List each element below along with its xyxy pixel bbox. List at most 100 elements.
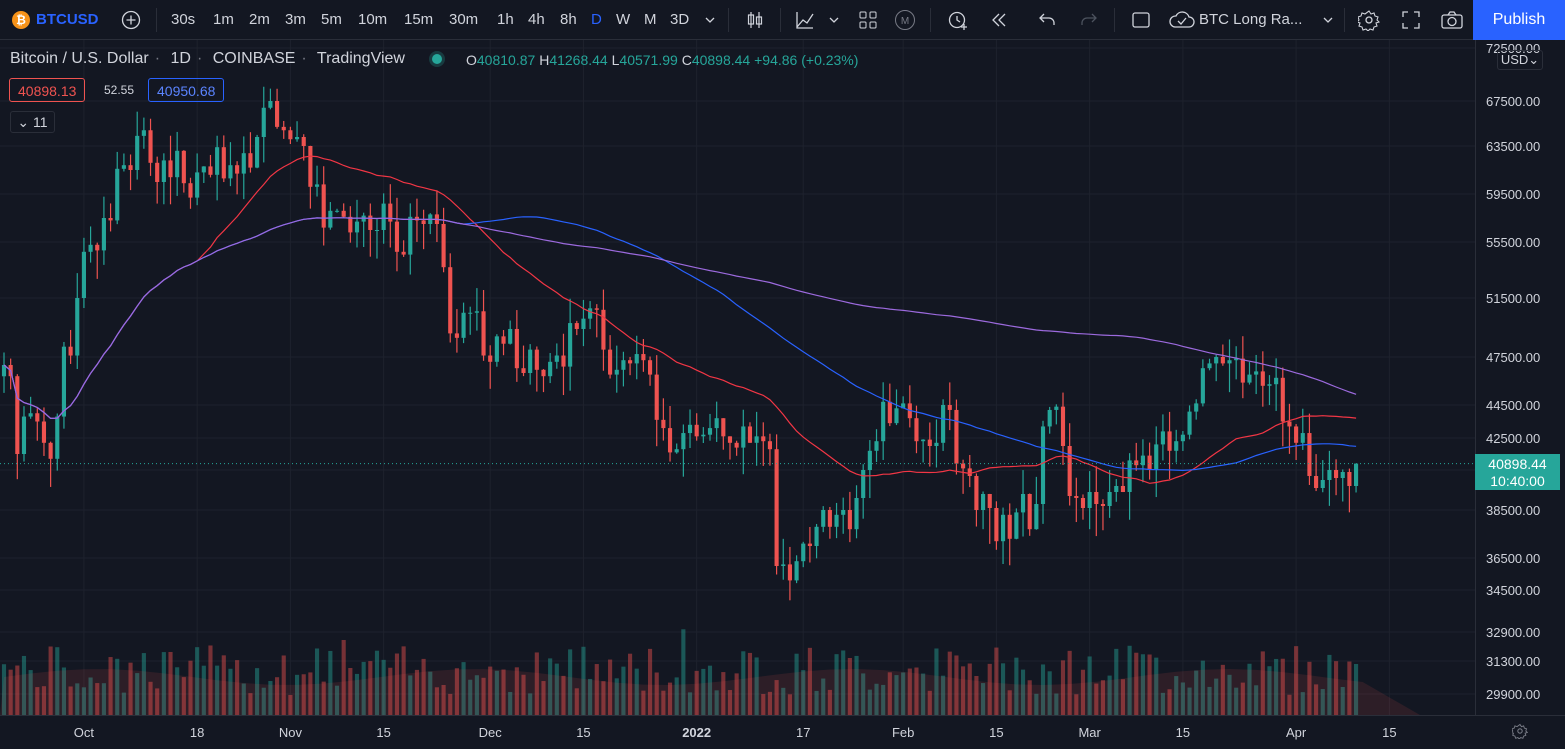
volume-bar xyxy=(1187,687,1192,715)
x-tick-label: Mar xyxy=(1078,725,1101,740)
interval-d[interactable]: D xyxy=(591,11,602,28)
candle-body xyxy=(534,349,539,370)
volume-bar xyxy=(881,684,886,715)
candle-body xyxy=(1300,433,1305,443)
candle-body xyxy=(175,150,180,178)
interval-3d[interactable]: 3D xyxy=(670,11,690,28)
candle-body xyxy=(614,369,619,375)
interval-3m[interactable]: 3m xyxy=(285,11,306,28)
camera-icon[interactable] xyxy=(1438,0,1466,40)
symbol-search-button[interactable]: BTCUSD xyxy=(36,11,99,28)
market-status-dot[interactable] xyxy=(432,54,442,64)
candle-body xyxy=(248,153,253,168)
volume-bar xyxy=(514,667,519,715)
chevron-down-icon[interactable] xyxy=(1320,0,1336,40)
alert-clock-icon[interactable] xyxy=(944,0,972,40)
candle-body xyxy=(1127,460,1132,492)
layout-square-icon[interactable] xyxy=(1128,0,1154,40)
templates-grid-icon[interactable] xyxy=(856,0,880,40)
candle-body xyxy=(1294,426,1299,443)
compare-add-icon[interactable] xyxy=(118,0,144,40)
candle-body xyxy=(1187,411,1192,435)
top-toolbar: ₿ BTCUSD 30s 1m 2m 3m 5m 10m 15m 30m 1h 4h 8h D W M 3D… xyxy=(0,0,1565,40)
buy-price-box[interactable]: 40950.68 xyxy=(148,78,225,102)
candle-body xyxy=(48,442,53,459)
candle-body xyxy=(441,224,446,268)
candle-body xyxy=(1214,357,1219,364)
candle-body xyxy=(594,308,599,310)
volume-bar xyxy=(687,692,693,715)
candle-body xyxy=(181,150,186,184)
gear-icon[interactable] xyxy=(1356,0,1382,40)
currency-selector[interactable]: USD⌄ xyxy=(1497,50,1543,70)
indicators-icon[interactable] xyxy=(792,0,818,40)
layout-name[interactable]: BTC Long Ra... xyxy=(1199,11,1303,28)
sell-price-box[interactable]: 40898.13 xyxy=(9,78,86,102)
redo-icon[interactable] xyxy=(1076,0,1102,40)
volume-bar xyxy=(1254,685,1259,715)
candle-body xyxy=(647,360,653,375)
candles-icon[interactable] xyxy=(742,0,768,40)
indicators-toggle[interactable]: ⌄ 11 xyxy=(10,111,55,133)
candle-body xyxy=(561,355,566,367)
gear-icon[interactable] xyxy=(1508,716,1532,746)
price-axis[interactable]: 72500.00 67500.00 63500.00 59500.00 55500.00… xyxy=(1475,40,1565,715)
volume-bar xyxy=(481,677,486,715)
volume-bar xyxy=(161,652,166,715)
volume-bar xyxy=(741,651,746,715)
volume-bar xyxy=(761,694,766,715)
candle-body xyxy=(348,216,353,233)
chevron-down-icon[interactable] xyxy=(826,0,842,40)
interval-15m[interactable]: 15m xyxy=(404,11,434,28)
candle-body xyxy=(914,418,919,442)
interval-5m[interactable]: 5m xyxy=(321,11,342,28)
candle-body xyxy=(554,355,559,362)
volume-bar xyxy=(621,666,626,715)
interval-8h[interactable]: 8h xyxy=(560,11,577,28)
interval-4h[interactable]: 4h xyxy=(528,11,545,28)
interval-30s[interactable]: 30s xyxy=(171,11,196,28)
interval-1m[interactable]: 1m xyxy=(213,11,234,28)
candle-body xyxy=(588,308,593,319)
interval-1h[interactable]: 1h xyxy=(497,11,514,28)
candle-body xyxy=(501,336,506,344)
volume-bar xyxy=(1047,671,1052,715)
candle-body xyxy=(148,130,153,163)
time-axis[interactable]: Oct 18 Nov 15 Dec 15 2022 17 Feb 15 Mar 15 Apr 15 xyxy=(0,715,1565,748)
volume-bar xyxy=(368,661,373,715)
volume-bar xyxy=(801,670,806,715)
alert-m-icon[interactable]: M xyxy=(892,0,918,40)
chevron-down-icon[interactable] xyxy=(700,0,720,40)
candle-body xyxy=(814,526,819,546)
replay-rewind-icon[interactable] xyxy=(986,0,1012,40)
candles xyxy=(1,86,1359,601)
volume-bar xyxy=(774,680,779,715)
chevron-down-icon: ⌄ xyxy=(17,114,30,130)
volume-bar xyxy=(281,655,286,715)
interval-m[interactable]: M xyxy=(644,11,657,28)
undo-icon[interactable] xyxy=(1034,0,1060,40)
price-chart[interactable] xyxy=(0,40,1475,715)
fullscreen-icon[interactable] xyxy=(1398,0,1424,40)
candle-body xyxy=(1100,504,1106,506)
legend-interval[interactable]: 1D xyxy=(170,50,191,67)
volume-bar xyxy=(301,674,306,715)
interval-10m[interactable]: 10m xyxy=(358,11,388,28)
publish-button[interactable]: Publish xyxy=(1473,0,1565,40)
interval-w[interactable]: W xyxy=(616,11,631,28)
interval-30m[interactable]: 30m xyxy=(449,11,479,28)
candle-body xyxy=(381,203,386,230)
candle-body xyxy=(1227,360,1232,364)
candle-body xyxy=(727,436,733,443)
volume-bar xyxy=(195,647,200,715)
volume-bar xyxy=(294,674,300,715)
bitcoin-icon: ₿ xyxy=(12,11,30,29)
volume-bar xyxy=(841,650,846,715)
x-tick-label: Dec xyxy=(479,725,503,740)
interval-2m[interactable]: 2m xyxy=(249,11,270,28)
candle-body xyxy=(488,355,493,362)
volume-bar xyxy=(847,658,852,715)
volume-bar xyxy=(414,669,420,715)
candle-body xyxy=(188,183,193,198)
cloud-save-icon[interactable] xyxy=(1166,0,1198,40)
